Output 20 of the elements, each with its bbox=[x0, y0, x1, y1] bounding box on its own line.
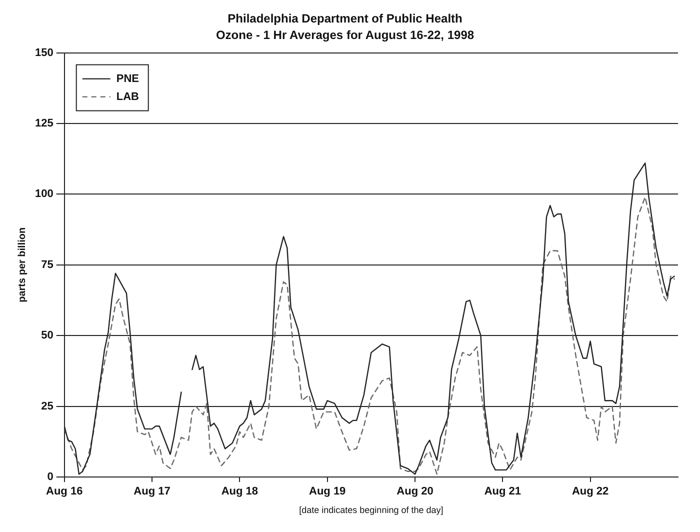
x-axis-title: [date indicates beginning of the day] bbox=[299, 505, 444, 516]
y-tick-label: 125 bbox=[34, 118, 54, 130]
x-tick-label: Aug 22 bbox=[572, 486, 609, 498]
x-tick-label: Aug 19 bbox=[309, 486, 346, 498]
x-tick-label: Aug 16 bbox=[46, 486, 83, 498]
y-tick-label: 25 bbox=[41, 400, 54, 412]
chart-subtitle: Ozone - 1 Hr Averages for August 16-22, 1998 bbox=[216, 28, 474, 42]
y-tick-label: 150 bbox=[34, 46, 54, 59]
y-axis-title: parts per billion bbox=[16, 227, 28, 302]
y-tick-label: 50 bbox=[41, 330, 54, 342]
chart-title: Philadelphia Department of Public Health bbox=[228, 12, 462, 26]
y-tick-label: 75 bbox=[41, 258, 54, 271]
legend-label: LAB bbox=[116, 90, 140, 103]
legend-label: PNE bbox=[116, 72, 139, 85]
y-tick-label: 100 bbox=[34, 188, 54, 200]
x-tick-label: Aug 20 bbox=[396, 486, 434, 498]
x-tick-label: Aug 18 bbox=[221, 486, 258, 498]
y-tick-label: 0 bbox=[47, 471, 54, 484]
x-tick-label: Aug 21 bbox=[484, 486, 522, 498]
x-tick-label: Aug 17 bbox=[134, 486, 170, 498]
